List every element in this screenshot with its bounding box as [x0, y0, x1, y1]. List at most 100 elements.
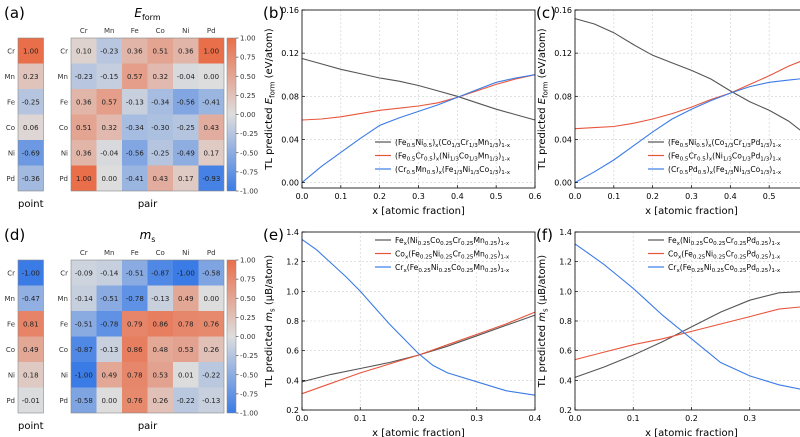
pair-cell-Ni-Co [147, 140, 173, 166]
pair-value: -0.23 [100, 47, 118, 55]
series-line-3 [301, 74, 536, 184]
legend-text: Ni [410, 236, 418, 245]
pair-value: 0.00 [203, 295, 219, 303]
panel-label: (b) [263, 4, 284, 22]
pair-cell-Ni-Fe [122, 362, 148, 388]
pair-value: -1.00 [177, 269, 195, 277]
pair-cell-Mn-Mn [96, 285, 122, 311]
legend-text: ) [497, 250, 500, 259]
point-cell-Mn [18, 63, 44, 89]
x-tick-label: 0.2 [412, 414, 425, 423]
legend-subscript: 1-x [500, 268, 510, 274]
point-value: -0.69 [22, 149, 40, 157]
legend-text: Pd [751, 152, 761, 161]
panel-label: (e) [263, 226, 284, 244]
pair-frame [70, 37, 225, 192]
pair-value: 0.86 [152, 320, 168, 328]
point-cell-Co [18, 114, 44, 140]
ylabel-text: TL predicted [264, 104, 275, 170]
pair-value: 0.17 [178, 175, 194, 183]
legend-subscript: 1-x [500, 241, 510, 247]
pair-cell-Co-Co [147, 336, 173, 362]
legend-text: ) [433, 152, 436, 161]
pair-cell-Ni-Cr [71, 362, 97, 388]
legend-subscript: 1-x [771, 241, 781, 247]
col-label-Pd: Pd [207, 249, 216, 257]
pair-cell-Co-Pd [198, 114, 224, 140]
legend-text: Co [395, 250, 405, 259]
row-label-Cr: Cr [60, 269, 68, 277]
legend-subscript: x [403, 268, 407, 274]
legend-entry-1: Fex(Ni0.25Co0.25Cr0.25Mn0.25)1-x [395, 236, 510, 247]
legend-subscript: 1/3 [489, 143, 498, 149]
legend-subscript: 0.5 [679, 170, 688, 176]
pair-value: 0.43 [152, 175, 168, 183]
col-label-Fe: Fe [131, 249, 139, 257]
point-cell-Pd [18, 387, 44, 413]
pair-value: -0.78 [100, 320, 118, 328]
legend-subscript: 1/3 [725, 170, 734, 176]
legend-subscript: 0.25 [756, 241, 769, 247]
pair-cell-Cr-Fe [122, 38, 148, 64]
pair-cell-Ni-Ni [173, 362, 199, 388]
colorbar-tick-label: 0.00 [240, 333, 256, 341]
legend-text: Cr [398, 165, 407, 174]
legend-subscript: 0.25 [713, 255, 726, 261]
x-tick-label: 0.2 [646, 192, 659, 201]
x-tick-label: 0.5 [763, 192, 776, 201]
col-label-Co: Co [156, 27, 165, 35]
legend-text: Co [724, 263, 734, 272]
legend-subscript: 0.25 [734, 255, 747, 261]
legend-text: Fe [410, 263, 419, 272]
pair-cell-Pd-Mn [96, 165, 122, 191]
ylabel-symbol: m [264, 312, 275, 322]
point-axis-label: point [18, 199, 44, 210]
legend-text: Cr [726, 250, 735, 259]
title-symbol: E [134, 6, 142, 20]
legend-subscript: 1/3 [489, 170, 498, 176]
legend-text: ) [769, 152, 772, 161]
legend-entry-3: (Cr0.5Pd0.5)x(Fe1/3Ni1/3Co1/3)1-x [668, 165, 782, 176]
pair-value: -0.15 [100, 73, 118, 81]
legend-entry-2: (Fe0.5Cr0.5)x(Ni1/3Co1/3Mn1/3)1-x [395, 152, 511, 163]
legend-text: ( [680, 236, 683, 245]
legend-text: Ni [416, 138, 424, 147]
pair-value: -0.09 [75, 269, 93, 277]
legend-subscript: 1-x [772, 143, 782, 149]
x-tick-label: 0.6 [529, 192, 542, 201]
x-axis-label: x [atomic fraction] [645, 206, 738, 217]
legend-text: ) [768, 250, 771, 259]
pair-cell-Fe-Co [147, 311, 173, 337]
x-axis-label: x [atomic fraction] [645, 428, 738, 437]
legend-entry-1: (Fe0.5Ni0.5)x(Co1/3Cr1/3Pd1/3)1-x [668, 138, 782, 149]
legend-text: Ni [683, 236, 691, 245]
legend-subscript: 1/3 [451, 143, 460, 149]
legend-text: ) [497, 236, 500, 245]
legend-text: Co [451, 263, 461, 272]
pair-value: -0.49 [177, 149, 195, 157]
x-tick-label: 0.4 [529, 414, 542, 423]
legend-subscript: 1/3 [450, 157, 459, 163]
pair-value: -0.30 [151, 124, 169, 132]
legend-subscript: 1/3 [470, 170, 479, 176]
x-tick-label: 0.5 [490, 192, 503, 201]
pair-cell-Pd-Cr [71, 165, 97, 191]
y-tick-label: 0.8 [559, 317, 572, 326]
pair-cell-Co-Fe [122, 114, 148, 140]
ylabel-subscript: form [542, 81, 550, 98]
legend-text: ( [439, 152, 442, 161]
ylabel-unit: (eV/atom) [537, 28, 548, 81]
pair-value: -0.04 [177, 73, 196, 81]
pair-value: 1.00 [203, 47, 219, 55]
legend-text: ( [407, 236, 410, 245]
pair-value: 0.78 [178, 320, 194, 328]
row-label-Cr: Cr [60, 47, 68, 55]
legend-text: Pd [747, 236, 757, 245]
pair-value: 0.32 [152, 73, 168, 81]
legend-subscript: 0.25 [439, 268, 452, 274]
pair-cell-Co-Ni [173, 336, 199, 362]
legend-text: ) [705, 138, 708, 147]
title-subscript: s [151, 235, 155, 244]
col-label-Pd: Pd [207, 27, 216, 35]
colorbar [226, 259, 237, 414]
